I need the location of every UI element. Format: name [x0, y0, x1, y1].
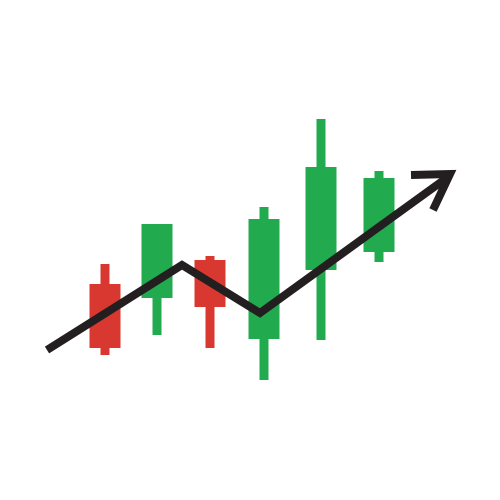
- candles-group: [89, 119, 395, 380]
- trend-line: [44, 173, 451, 354]
- candle-up-5: [305, 119, 337, 340]
- candle-body: [305, 167, 337, 270]
- candle-up-4: [248, 207, 280, 380]
- trend-arrow-icon: [44, 169, 457, 354]
- arrow-head-icon: [410, 169, 457, 212]
- candle-body: [248, 219, 280, 339]
